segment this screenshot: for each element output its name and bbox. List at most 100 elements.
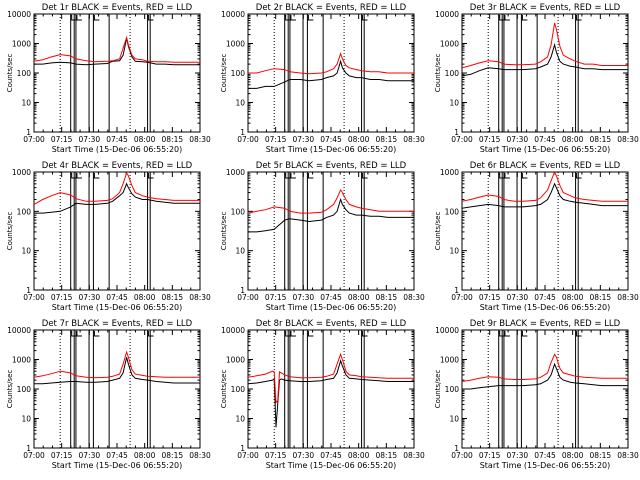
x-tick-label: 08:30 (403, 135, 425, 144)
y-tick-label: 10 (449, 415, 459, 424)
x-tick-label: 07:00 (23, 451, 45, 460)
panel-title: Det 8r BLACK = Events, RED = LLD (256, 319, 407, 329)
gap-corner-mark (499, 331, 505, 337)
x-tick-label: 07:45 (534, 135, 556, 144)
gap-corner-mark (499, 173, 505, 179)
gap-box (92, 171, 110, 291)
gap-corner-mark (362, 331, 368, 337)
gap-box (70, 171, 75, 291)
y-tick-label: 1000 (226, 168, 245, 177)
y-axis-label: Counts/sec (220, 370, 228, 409)
plot-frame (33, 329, 201, 449)
x-tick-label: 08:15 (162, 293, 184, 302)
x-tick-label: 08:00 (134, 135, 156, 144)
x-tick-label: 07:00 (237, 451, 259, 460)
gap-corner-mark (504, 15, 510, 21)
series-line-lld (462, 353, 628, 382)
x-tick-label: 07:30 (293, 293, 315, 302)
gap-corner-mark (521, 15, 528, 21)
x-axis-label: Start Time (15-Dec-06 06:55:20) (52, 461, 183, 470)
y-tick-label: 100 (445, 207, 460, 216)
panel-title: Det 4r BLACK = Events, RED = LLD (42, 161, 193, 171)
y-axis-label: Counts/sec (220, 54, 228, 93)
gap-box (306, 171, 324, 291)
plot-frame (247, 171, 415, 291)
gap-corner-mark (290, 173, 296, 179)
x-axis-label: Start Time (15-Dec-06 06:55:20) (480, 461, 611, 470)
panel-5: Det 5r BLACK = Events, RED = LLD 1 10 100 10… (220, 161, 425, 312)
x-tick-label: 08:15 (590, 293, 612, 302)
x-tick-label: 07:00 (451, 293, 473, 302)
x-tick-label: 08:00 (348, 451, 370, 460)
x-tick-label: 07:15 (479, 451, 501, 460)
y-tick-label: 1 (454, 444, 459, 453)
series-line-events (248, 59, 414, 89)
gap-box (361, 13, 365, 133)
x-tick-label: 07:00 (237, 135, 259, 144)
gap-box (70, 329, 75, 449)
x-axis-label: Start Time (15-Dec-06 06:55:20) (266, 461, 397, 470)
x-tick-label: 07:45 (106, 451, 128, 460)
series-line-events (34, 182, 200, 214)
y-tick-label: 10000 (7, 326, 31, 335)
panel-2: Det 2r BLACK = Events, RED = LLD 1 10 100 10… (220, 3, 425, 154)
gap-corner-mark (499, 15, 505, 21)
y-tick-label: 1 (454, 128, 459, 137)
x-tick-label: 08:00 (134, 293, 156, 302)
y-axis-label: Counts/sec (434, 54, 442, 93)
x-axis-label: Start Time (15-Dec-06 06:55:20) (480, 303, 611, 312)
gap-corner-mark (504, 173, 510, 179)
y-tick-label: 1 (26, 128, 31, 137)
y-tick-label: 100 (17, 207, 32, 216)
panel-title: Det 2r BLACK = Events, RED = LLD (256, 3, 407, 13)
y-tick-label: 1 (454, 286, 459, 295)
x-tick-label: 08:00 (562, 293, 584, 302)
x-tick-label: 07:45 (106, 293, 128, 302)
series-line-events (462, 182, 628, 209)
gap-box (306, 329, 324, 449)
y-axis-label: Counts/sec (220, 212, 228, 251)
plot-frame (33, 13, 201, 133)
gap-corner-mark (285, 331, 291, 337)
x-tick-label: 08:00 (348, 135, 370, 144)
gap-corner-mark (307, 173, 314, 179)
x-axis-label: Start Time (15-Dec-06 06:55:20) (52, 303, 183, 312)
gap-corner-mark (307, 331, 314, 337)
series-line-lld (248, 352, 414, 404)
gap-corner-mark (71, 331, 77, 337)
y-axis-label: Counts/sec (6, 370, 14, 409)
y-tick-label: 1 (240, 128, 245, 137)
x-tick-label: 07:00 (451, 135, 473, 144)
gap-corner-mark (290, 15, 296, 21)
plot-frame (461, 13, 629, 133)
gap-box (284, 171, 289, 291)
x-axis-label: Start Time (15-Dec-06 06:55:20) (52, 145, 183, 154)
gap-corner-mark (576, 331, 582, 337)
y-tick-label: 100 (231, 207, 246, 216)
series-line-lld (248, 188, 414, 214)
gap-corner-mark (76, 15, 82, 21)
y-axis-label: Counts/sec (434, 212, 442, 251)
x-tick-label: 08:15 (590, 451, 612, 460)
gap-box (147, 13, 151, 133)
x-tick-label: 07:15 (51, 293, 73, 302)
y-axis-label: Counts/sec (434, 370, 442, 409)
gap-box (75, 329, 90, 449)
x-tick-label: 07:45 (320, 135, 342, 144)
x-tick-label: 08:15 (376, 293, 398, 302)
x-tick-label: 07:45 (320, 293, 342, 302)
gap-box (289, 171, 304, 291)
y-tick-label: 10 (235, 415, 245, 424)
panel-8: Det 8r BLACK = Events, RED = LLD 1 10 100 10… (220, 319, 425, 470)
gap-box (284, 329, 289, 449)
y-tick-label: 100 (445, 385, 460, 394)
panel-1: Det 1r BLACK = Events, RED = LLD 1 10 100 10… (6, 3, 211, 154)
gap-corner-mark (148, 15, 154, 21)
gap-box (75, 13, 90, 133)
gap-corner-mark (521, 331, 528, 337)
y-tick-label: 1000 (440, 40, 459, 49)
x-tick-label: 07:00 (451, 451, 473, 460)
panel-title: Det 1r BLACK = Events, RED = LLD (42, 3, 193, 13)
panel-title: Det 9r BLACK = Events, RED = LLD (470, 319, 621, 329)
